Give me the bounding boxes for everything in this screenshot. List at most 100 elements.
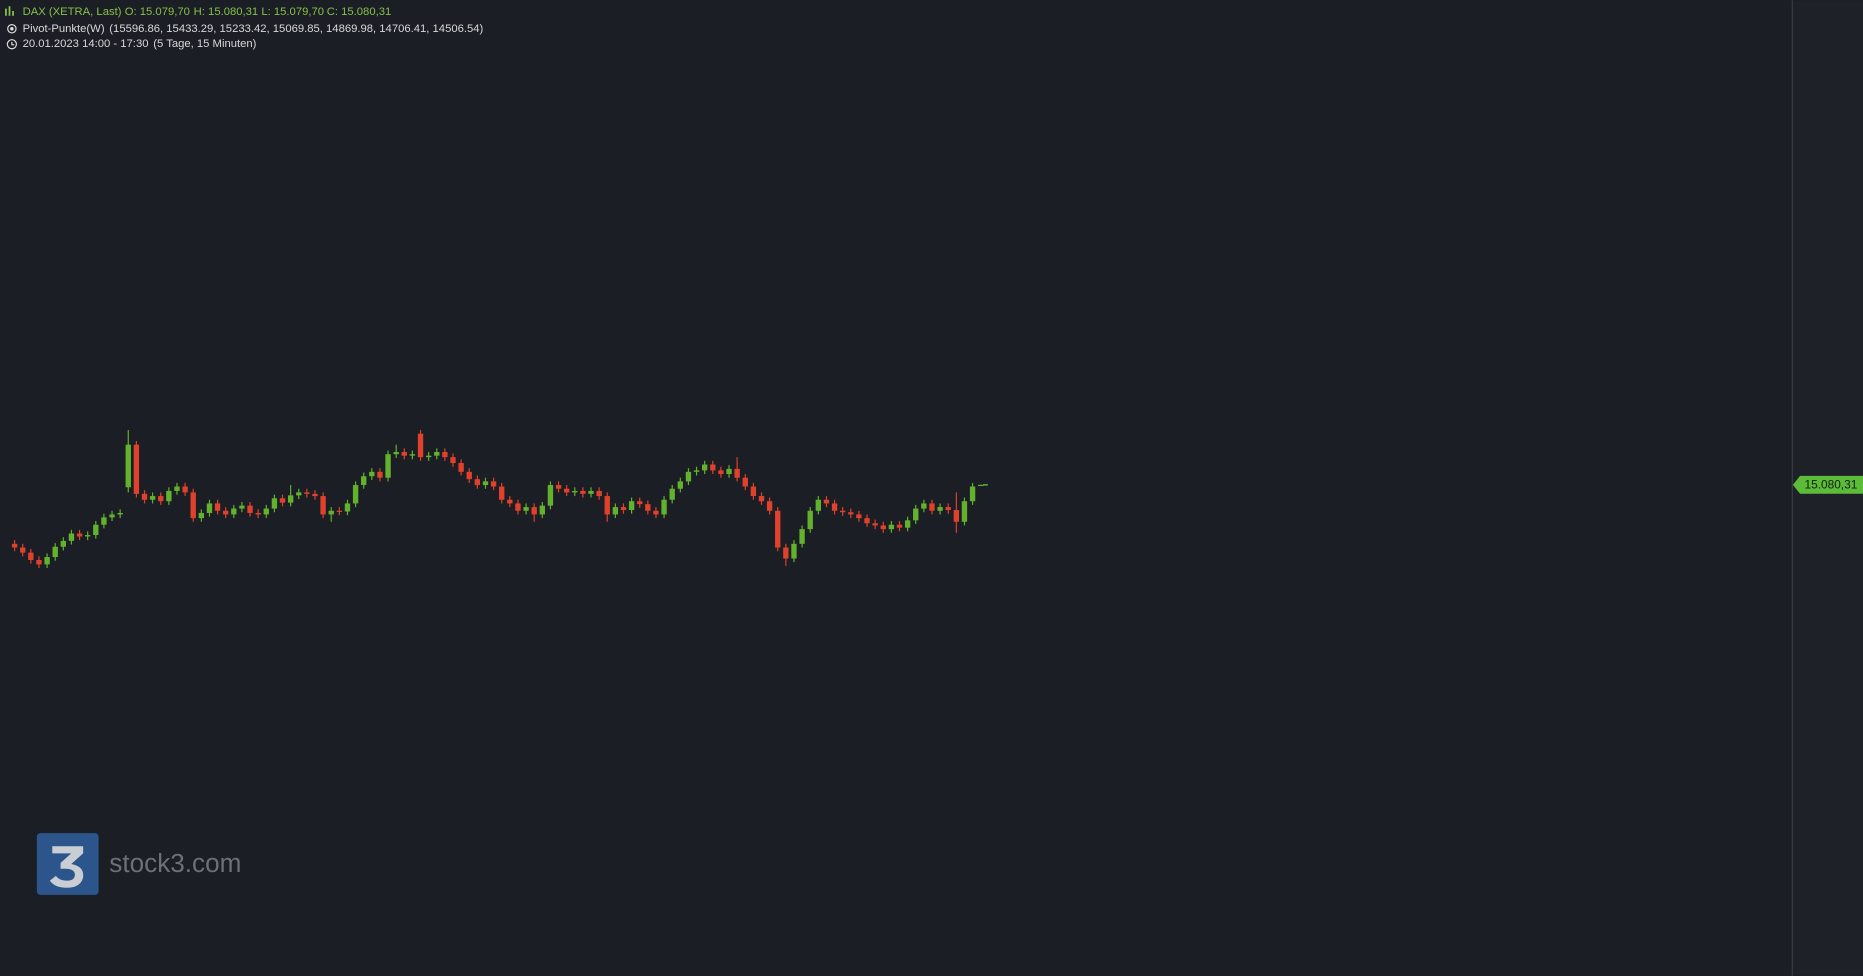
candle <box>247 501 253 517</box>
candle-body <box>76 533 83 537</box>
candle <box>231 504 237 519</box>
indicator-params: (15596.86, 15433.29, 15233.42, 15069.85,… <box>109 23 483 35</box>
candle-body <box>474 479 481 486</box>
candle-body <box>11 543 18 548</box>
candle <box>84 531 91 541</box>
candle-body <box>815 499 822 511</box>
low-label: L: 15.079,70 <box>261 6 324 18</box>
candle-body <box>393 452 399 455</box>
candle <box>182 482 188 497</box>
last-price-label: 15.080,31 <box>1804 478 1857 492</box>
candle-body <box>369 471 375 477</box>
candle <box>775 507 781 552</box>
candle <box>401 448 407 460</box>
candle <box>190 488 196 522</box>
candle-body <box>336 510 343 512</box>
candle <box>523 503 529 515</box>
candle <box>361 472 367 489</box>
candle <box>888 521 895 533</box>
candle <box>287 485 294 507</box>
candle-body <box>604 496 610 515</box>
candle-body <box>896 524 903 528</box>
high-label: H: 15.080,31 <box>194 6 259 18</box>
candle-body <box>93 524 99 536</box>
candle <box>969 482 976 505</box>
candle <box>279 494 286 507</box>
open-label: O: 15.079,70 <box>125 6 190 18</box>
candle-body <box>831 503 838 511</box>
candle-body <box>296 492 302 496</box>
candle <box>612 503 619 519</box>
candle <box>304 488 310 498</box>
candle <box>937 503 943 515</box>
candle-body <box>750 486 757 497</box>
candle <box>377 468 383 482</box>
candle <box>223 507 229 519</box>
candle <box>734 457 740 482</box>
candle <box>904 516 911 532</box>
candle <box>766 497 773 515</box>
candle <box>312 490 318 500</box>
candle-body <box>799 529 805 544</box>
candle <box>369 468 375 480</box>
candle-body <box>734 468 740 478</box>
candle <box>393 444 399 458</box>
candle-body <box>710 464 716 471</box>
candle <box>831 499 838 515</box>
candle <box>921 499 927 513</box>
candle <box>239 501 245 513</box>
candle-body <box>880 525 886 530</box>
candle <box>791 540 797 563</box>
candle <box>158 492 164 505</box>
last-price-tag <box>1792 475 1863 494</box>
candle <box>563 485 570 497</box>
candle <box>328 507 334 522</box>
candle-body <box>490 481 497 487</box>
interval: (5 Tage, 15 Minuten) <box>153 38 256 50</box>
candle-body <box>450 457 456 464</box>
candle <box>653 507 659 519</box>
candle <box>214 499 221 515</box>
candle-body <box>758 496 765 502</box>
candle <box>11 540 18 552</box>
candles <box>11 429 988 569</box>
indicator-icon-dot <box>10 27 14 31</box>
candle <box>425 452 432 461</box>
candle <box>580 487 586 498</box>
candle-body <box>693 470 700 472</box>
candle <box>913 504 919 524</box>
candle-body <box>247 505 253 513</box>
candle-body <box>482 481 489 486</box>
candle-body <box>174 486 180 491</box>
candle <box>409 450 416 460</box>
candle <box>507 496 513 508</box>
candle-body <box>953 510 960 522</box>
candle <box>417 429 424 461</box>
candle-body <box>425 455 432 458</box>
candle <box>320 492 326 519</box>
close-label: C: 15.080,31 <box>327 6 392 18</box>
candle <box>572 487 578 497</box>
indicator-name: Pivot-Punkte(W) <box>23 23 105 35</box>
candle <box>685 468 692 486</box>
candle <box>336 507 343 516</box>
candle-body <box>620 507 627 511</box>
candle-body <box>766 501 773 511</box>
candle <box>848 508 854 519</box>
candle-body <box>20 547 26 553</box>
candle-body <box>263 508 269 515</box>
candle-body <box>523 507 529 511</box>
candle-body <box>823 499 830 504</box>
candle-body <box>937 507 943 511</box>
candle <box>840 507 846 516</box>
candle-body <box>661 499 667 515</box>
candle-body <box>198 512 205 519</box>
candle-body <box>628 501 635 511</box>
candle-body <box>904 520 911 528</box>
candle <box>117 509 123 519</box>
candle <box>823 496 830 508</box>
candle <box>978 484 984 487</box>
candle-body <box>239 505 245 509</box>
candle <box>125 429 131 493</box>
